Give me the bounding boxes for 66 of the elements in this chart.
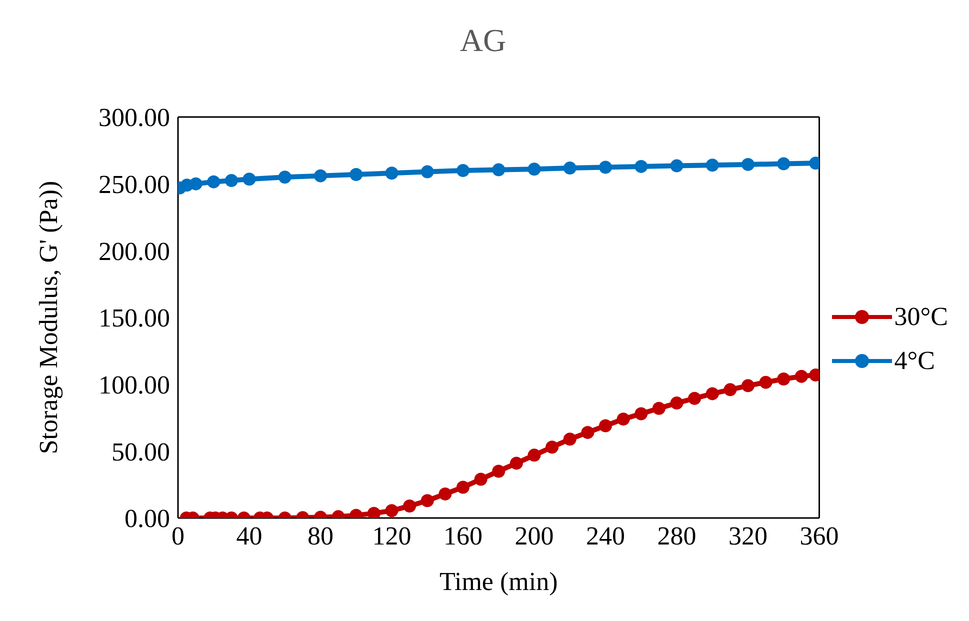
- x-tick-label: 360: [800, 521, 839, 550]
- point: [438, 487, 452, 500]
- y-tick-label: 50.00: [112, 437, 170, 466]
- point: [492, 163, 506, 176]
- point: [528, 162, 541, 176]
- point: [634, 160, 648, 173]
- point: [706, 387, 719, 400]
- y-tick-label: 150.00: [98, 304, 170, 333]
- point: [420, 165, 434, 178]
- point: [599, 160, 612, 174]
- x-tick-label: 280: [657, 521, 696, 550]
- y-tick-label: 200.00: [98, 236, 170, 266]
- point: [777, 372, 790, 386]
- x-tick-label: 160: [444, 521, 482, 550]
- point: [385, 504, 398, 518]
- point: [403, 499, 416, 512]
- y-tick-label: 100.00: [98, 370, 170, 400]
- point: [724, 383, 737, 396]
- point: [207, 175, 220, 188]
- point: [688, 392, 702, 405]
- point: [242, 172, 256, 186]
- point: [189, 177, 202, 190]
- point: [510, 456, 523, 470]
- point: [563, 162, 576, 175]
- point: [759, 376, 772, 389]
- chart-title: AG: [458, 21, 508, 60]
- x-tick-label: 200: [514, 521, 554, 550]
- point: [456, 164, 470, 177]
- point: [385, 166, 398, 180]
- point: [350, 168, 363, 181]
- x-tick-label: 240: [586, 521, 625, 550]
- point: [616, 412, 630, 426]
- x-tick-label: 80: [308, 521, 334, 550]
- point: [224, 174, 238, 187]
- x-tick-label: 40: [236, 521, 262, 550]
- legend-label: 30°C: [894, 302, 948, 332]
- point: [742, 379, 754, 392]
- point: [492, 464, 506, 478]
- point: [670, 396, 684, 410]
- point: [278, 170, 292, 184]
- point: [456, 480, 470, 494]
- point: [528, 448, 541, 462]
- point: [670, 159, 684, 172]
- point: [794, 370, 808, 383]
- point: [474, 472, 488, 486]
- y-tick-label: 250.00: [98, 170, 170, 200]
- y-tick-label: 300.00: [98, 103, 170, 132]
- x-tick-label: 0: [172, 521, 184, 550]
- x-tick-label: 120: [372, 521, 412, 550]
- point: [563, 432, 576, 446]
- point: [546, 440, 559, 454]
- x-axis-title: Time (min): [440, 567, 558, 596]
- point: [314, 169, 327, 182]
- y-axis-title: Storage Modulus, G' (Pa)): [34, 180, 64, 454]
- y-tick-label: 0.00: [124, 504, 170, 534]
- point: [581, 426, 594, 439]
- point: [742, 158, 754, 171]
- point: [599, 419, 612, 432]
- point: [367, 506, 380, 518]
- point: [420, 494, 434, 508]
- legend-label: 4°C: [894, 346, 935, 376]
- point: [777, 157, 790, 170]
- point: [652, 402, 666, 415]
- point: [634, 407, 648, 420]
- x-tick-label: 320: [728, 521, 768, 550]
- point: [706, 158, 719, 172]
